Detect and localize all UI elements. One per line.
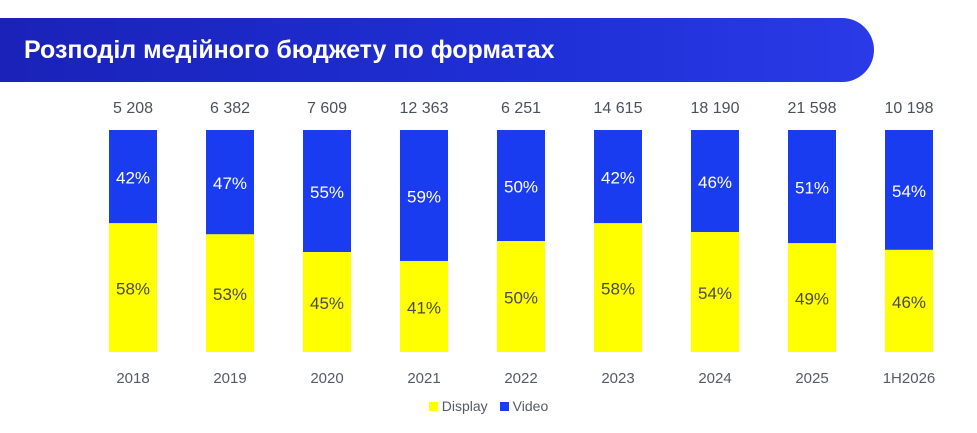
data-label-display-1H2026: 46% <box>892 293 926 312</box>
legend-label-video: Video <box>512 398 549 414</box>
x-tick-label-2019: 2019 <box>213 370 246 387</box>
bar-display-2021 <box>400 260 448 352</box>
legend-swatch-video <box>499 401 509 411</box>
total-label-1H2026: 10 198 <box>885 100 934 117</box>
bar-video-2018 <box>109 130 157 224</box>
data-label-display-2018: 58% <box>116 280 150 299</box>
bar-video-2020 <box>303 130 351 253</box>
bar-video-2021 <box>400 130 448 261</box>
x-tick-label-2024: 2024 <box>698 370 731 387</box>
data-label-video-2022: 50% <box>504 178 538 197</box>
data-label-video-2025: 51% <box>795 179 829 198</box>
data-label-display-2019: 53% <box>213 285 247 304</box>
bar-display-2022 <box>497 241 545 352</box>
total-label-2022: 6 251 <box>501 100 541 117</box>
bar-video-1H2026 <box>885 130 933 250</box>
bar-video-2024 <box>691 130 739 233</box>
title-banner: Розподіл медійного бюджету по форматах <box>0 18 874 82</box>
data-label-display-2021: 41% <box>407 298 441 317</box>
data-label-video-2023: 42% <box>601 169 635 188</box>
total-label-2023: 14 615 <box>594 100 643 117</box>
x-tick-label-1H2026: 1H2026 <box>883 370 936 387</box>
data-label-video-2019: 47% <box>213 174 247 193</box>
total-label-2025: 21 598 <box>788 100 837 117</box>
total-label-2020: 7 609 <box>307 100 347 117</box>
data-label-video-2021: 59% <box>407 187 441 206</box>
x-tick-label-2022: 2022 <box>504 370 537 387</box>
data-label-video-2018: 42% <box>116 169 150 188</box>
x-tick-label-2025: 2025 <box>795 370 828 387</box>
bar-display-1H2026 <box>885 249 933 352</box>
total-label-2024: 18 190 <box>691 100 740 117</box>
legend: Display Video <box>0 398 977 414</box>
bar-video-2025 <box>788 130 836 244</box>
x-tick-label-2023: 2023 <box>601 370 634 387</box>
bar-display-2018 <box>109 223 157 352</box>
legend-item-display: Display <box>428 398 488 414</box>
data-label-display-2022: 50% <box>504 289 538 308</box>
x-tick-label-2020: 2020 <box>310 370 343 387</box>
total-label-2019: 6 382 <box>210 100 250 117</box>
legend-swatch-display <box>428 401 438 411</box>
data-label-display-2024: 54% <box>698 284 732 303</box>
legend-item-video: Video <box>499 398 549 414</box>
data-label-video-2024: 46% <box>698 173 732 192</box>
legend-label-display: Display <box>441 398 488 414</box>
bar-display-2020 <box>303 252 351 352</box>
data-label-display-2025: 49% <box>795 290 829 309</box>
bar-display-2023 <box>594 223 642 352</box>
data-label-video-1H2026: 54% <box>892 182 926 201</box>
bar-video-2023 <box>594 130 642 224</box>
x-tick-label-2021: 2021 <box>407 370 440 387</box>
data-label-video-2020: 55% <box>310 183 344 202</box>
bar-display-2025 <box>788 243 836 352</box>
bar-display-2024 <box>691 232 739 352</box>
bar-display-2019 <box>206 234 254 352</box>
bar-video-2019 <box>206 130 254 235</box>
data-label-display-2020: 45% <box>310 294 344 313</box>
total-label-2021: 12 363 <box>400 100 449 117</box>
total-label-2018: 5 208 <box>113 100 153 117</box>
chart-title: Розподіл медійного бюджету по форматах <box>24 35 555 64</box>
bar-video-2022 <box>497 130 545 241</box>
x-tick-label-2018: 2018 <box>116 370 149 387</box>
data-label-display-2023: 58% <box>601 280 635 299</box>
